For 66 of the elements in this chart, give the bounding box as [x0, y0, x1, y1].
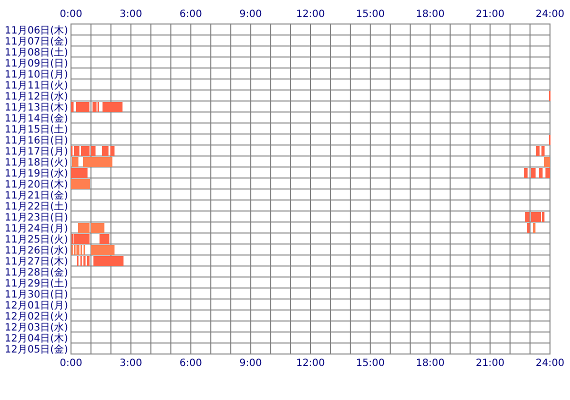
- y-tick-label: 11月29日(土): [4, 278, 68, 290]
- x-tick-label: 0:00: [60, 358, 82, 369]
- x2-tick-label: 3:00: [120, 9, 142, 20]
- y-tick-label: 11月11日(火): [4, 80, 68, 92]
- x2-tick-label: 18:00: [416, 9, 445, 20]
- y-tick-label: 11月25日(火): [4, 234, 68, 246]
- x-tick-label: 15:00: [356, 358, 385, 369]
- y-tick-label: 11月30日(日): [4, 290, 68, 300]
- y-tick-label: 12月05日(金): [4, 344, 68, 356]
- y-tick-label: 11月18日(火): [4, 156, 68, 168]
- y-tick-label: 11月14日(金): [4, 112, 68, 124]
- y-tick-label: 11月17日(月): [4, 146, 68, 158]
- bar: [71, 102, 74, 112]
- y-tick-label: 11月08日(土): [4, 46, 68, 58]
- bar: [83, 256, 86, 266]
- y-tick-label: 11月12日(水): [4, 90, 68, 102]
- x-tick-label: 18:00: [416, 358, 445, 369]
- x-tick-label: 24:00: [536, 358, 564, 369]
- y-tick-label: 11月28日(金): [4, 266, 68, 278]
- bar: [102, 102, 122, 112]
- bar: [539, 168, 543, 178]
- x2-tick-label: 0:00: [60, 9, 82, 20]
- y-tick-label: 11月23日(日): [4, 212, 68, 224]
- y-tick-label: 12月04日(木): [4, 332, 68, 344]
- y-tick-label: 11月21日(金): [4, 190, 68, 202]
- y-tick-label: 11月20日(木): [4, 178, 68, 190]
- y-tick-label: 11月06日(木): [4, 24, 68, 36]
- bar: [71, 168, 88, 178]
- bar: [524, 168, 528, 178]
- x2-tick-label: 12:00: [296, 9, 325, 20]
- bar: [90, 245, 115, 255]
- x-tick-label: 9:00: [239, 358, 262, 369]
- x2-tick-label: 15:00: [356, 9, 385, 20]
- x2-tick-label: 24:00: [536, 9, 564, 20]
- y-tick-label: 12月01日(月): [4, 300, 68, 312]
- y-tick-label: 11月27日(木): [4, 256, 68, 268]
- y-tick-label: 12月03日(水): [4, 322, 68, 334]
- x-tick-label: 3:00: [120, 358, 142, 369]
- x2-tick-label: 21:00: [476, 9, 505, 20]
- y-tick-label: 11月24日(月): [4, 224, 68, 234]
- x2-tick-label: 6:00: [180, 9, 202, 20]
- y-tick-label: 11月16日(日): [4, 136, 68, 146]
- x-tick-label: 21:00: [476, 358, 505, 369]
- y-tick-label: 11月07日(金): [4, 36, 68, 48]
- y-tick-label: 12月02日(火): [4, 310, 68, 322]
- bar: [531, 168, 536, 178]
- bar: [74, 234, 90, 244]
- bar: [76, 102, 90, 112]
- bar: [545, 168, 550, 178]
- y-tick-label: 11月09日(日): [4, 58, 68, 70]
- y-tick-label: 11月26日(水): [4, 244, 68, 256]
- bar: [93, 256, 124, 266]
- bar: [100, 234, 110, 244]
- bar: [92, 102, 97, 112]
- y-tick-label: 11月15日(土): [4, 124, 68, 136]
- y-tick-label: 11月10日(月): [4, 70, 68, 80]
- y-tick-label: 11月19日(水): [4, 168, 68, 180]
- y-tick-label: 11月13日(木): [4, 102, 68, 114]
- x2-tick-label: 9:00: [239, 9, 262, 20]
- x-tick-label: 12:00: [296, 358, 325, 369]
- bar: [536, 146, 540, 156]
- bar: [102, 146, 109, 156]
- x-tick-label: 6:00: [180, 358, 202, 369]
- bar: [541, 146, 545, 156]
- y-tick-label: 11月22日(土): [4, 200, 68, 212]
- bar: [86, 256, 90, 266]
